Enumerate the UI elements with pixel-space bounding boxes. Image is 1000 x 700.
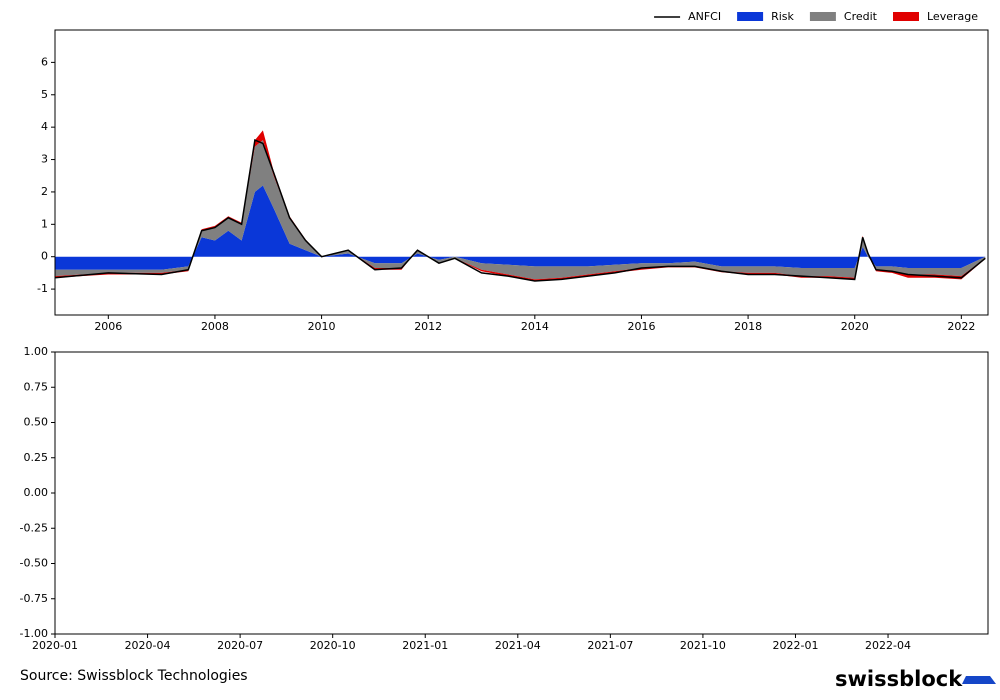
- y-tick-label: 0: [41, 250, 48, 263]
- brand-mark: [962, 676, 996, 684]
- y-tick-label: -1.00: [20, 627, 48, 640]
- x-tick-label: 2020-04: [125, 639, 171, 652]
- x-tick-label: 2014: [521, 320, 549, 333]
- y-tick-label: -0.50: [20, 557, 48, 570]
- area-risk: [55, 185, 986, 270]
- x-tick-label: 2021-04: [495, 639, 541, 652]
- x-tick-label: 2022-01: [772, 639, 818, 652]
- y-tick-label: 0.00: [24, 486, 49, 499]
- source-note: Source: Swissblock Technologies: [20, 668, 248, 684]
- legend-swatch: [737, 12, 764, 21]
- y-tick-label: -1: [37, 282, 48, 295]
- x-tick-label: 2020-07: [217, 639, 263, 652]
- x-tick-label: 2021-01: [402, 639, 448, 652]
- x-tick-label: 2018: [734, 320, 762, 333]
- anfci-line: [55, 397, 966, 599]
- y-tick-label: 0.75: [24, 380, 49, 393]
- x-tick-label: 2006: [94, 320, 122, 333]
- anfci-line: [55, 139, 986, 282]
- legend-label: Risk: [771, 10, 794, 23]
- x-tick-label: 2012: [414, 320, 442, 333]
- y-tick-label: 2: [41, 185, 48, 198]
- area-risk: [55, 451, 966, 557]
- legend-label: Credit: [844, 10, 878, 23]
- x-tick-label: 2021-07: [587, 639, 633, 652]
- y-tick-label: 1: [41, 217, 48, 230]
- y-tick-label: 0.25: [24, 451, 49, 464]
- legend-label: ANFCI: [688, 10, 721, 23]
- y-tick-label: -0.75: [20, 592, 48, 605]
- area-credit: [55, 408, 966, 583]
- x-tick-label: 2020: [841, 320, 869, 333]
- legend-label: Leverage: [927, 10, 978, 23]
- axes-frame: [54, 351, 989, 635]
- brand-logo: swissblock: [835, 667, 963, 691]
- y-tick-label: 6: [41, 55, 48, 68]
- area-leverage: [55, 401, 966, 597]
- x-tick-label: 2020-10: [310, 639, 356, 652]
- y-tick-label: -0.25: [20, 521, 48, 534]
- x-tick-label: 2010: [308, 320, 336, 333]
- legend-swatch: [809, 12, 836, 21]
- x-tick-label: 2021-10: [680, 639, 726, 652]
- x-tick-label: 2008: [201, 320, 229, 333]
- x-tick-label: 2022-04: [865, 639, 911, 652]
- axes-frame: [54, 29, 989, 316]
- x-tick-label: 2016: [627, 320, 655, 333]
- y-tick-label: 0.50: [24, 416, 49, 429]
- x-tick-label: 2022: [947, 320, 975, 333]
- y-tick-label: 1.00: [24, 345, 49, 358]
- y-tick-label: 3: [41, 153, 48, 166]
- y-tick-label: 4: [41, 120, 48, 133]
- y-tick-label: 5: [41, 88, 48, 101]
- x-tick-label: 2020-01: [32, 639, 78, 652]
- legend-swatch: [893, 12, 919, 21]
